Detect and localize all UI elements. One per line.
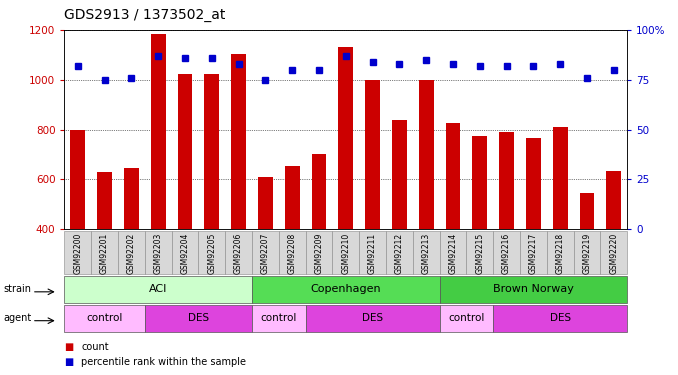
Text: control: control [86, 314, 123, 323]
Bar [71, 130, 85, 328]
Text: GSM92216: GSM92216 [502, 232, 511, 274]
Text: strain: strain [3, 285, 31, 294]
Text: GSM92202: GSM92202 [127, 232, 136, 274]
Text: agent: agent [3, 314, 32, 323]
Bar [97, 172, 112, 328]
Text: GDS2913 / 1373502_at: GDS2913 / 1373502_at [64, 9, 226, 22]
Bar [445, 123, 460, 328]
Bar [553, 127, 567, 328]
Bar [231, 54, 246, 328]
Bar [338, 47, 353, 328]
Text: GSM92213: GSM92213 [422, 232, 431, 274]
Text: control: control [448, 314, 485, 323]
Bar [285, 166, 300, 328]
Text: count: count [81, 342, 109, 352]
Text: GSM92209: GSM92209 [315, 232, 323, 274]
Bar [312, 154, 326, 328]
Text: GSM92212: GSM92212 [395, 232, 404, 274]
Bar [580, 193, 595, 328]
Text: DES: DES [188, 314, 209, 323]
Bar [124, 168, 139, 328]
Text: GSM92210: GSM92210 [341, 232, 351, 274]
Text: ■: ■ [64, 357, 74, 367]
Bar [473, 136, 487, 328]
Text: GSM92203: GSM92203 [154, 232, 163, 274]
Text: GSM92220: GSM92220 [610, 232, 618, 274]
Text: GSM92201: GSM92201 [100, 232, 109, 274]
Bar [258, 177, 273, 328]
Text: GSM92206: GSM92206 [234, 232, 243, 274]
Text: ■: ■ [64, 342, 74, 352]
Bar [365, 80, 380, 328]
Text: Brown Norway: Brown Norway [493, 285, 574, 294]
Text: GSM92208: GSM92208 [287, 232, 297, 274]
Bar [392, 120, 407, 328]
Text: GSM92214: GSM92214 [448, 232, 458, 274]
Text: GSM92218: GSM92218 [556, 232, 565, 274]
Bar [151, 34, 165, 328]
Text: DES: DES [550, 314, 571, 323]
Bar [606, 171, 621, 328]
Text: ACI: ACI [149, 285, 167, 294]
Text: GSM92207: GSM92207 [261, 232, 270, 274]
Text: Copenhagen: Copenhagen [311, 285, 381, 294]
Text: GSM92215: GSM92215 [475, 232, 484, 274]
Text: GSM92217: GSM92217 [529, 232, 538, 274]
Bar [419, 80, 433, 328]
Bar [205, 74, 219, 328]
Bar [526, 138, 541, 328]
Text: percentile rank within the sample: percentile rank within the sample [81, 357, 246, 367]
Text: GSM92219: GSM92219 [582, 232, 591, 274]
Bar [178, 74, 193, 328]
Text: GSM92205: GSM92205 [207, 232, 216, 274]
Text: GSM92211: GSM92211 [368, 232, 377, 274]
Text: GSM92204: GSM92204 [180, 232, 189, 274]
Bar [499, 132, 514, 328]
Text: GSM92200: GSM92200 [73, 232, 82, 274]
Text: DES: DES [362, 314, 383, 323]
Text: control: control [260, 314, 297, 323]
